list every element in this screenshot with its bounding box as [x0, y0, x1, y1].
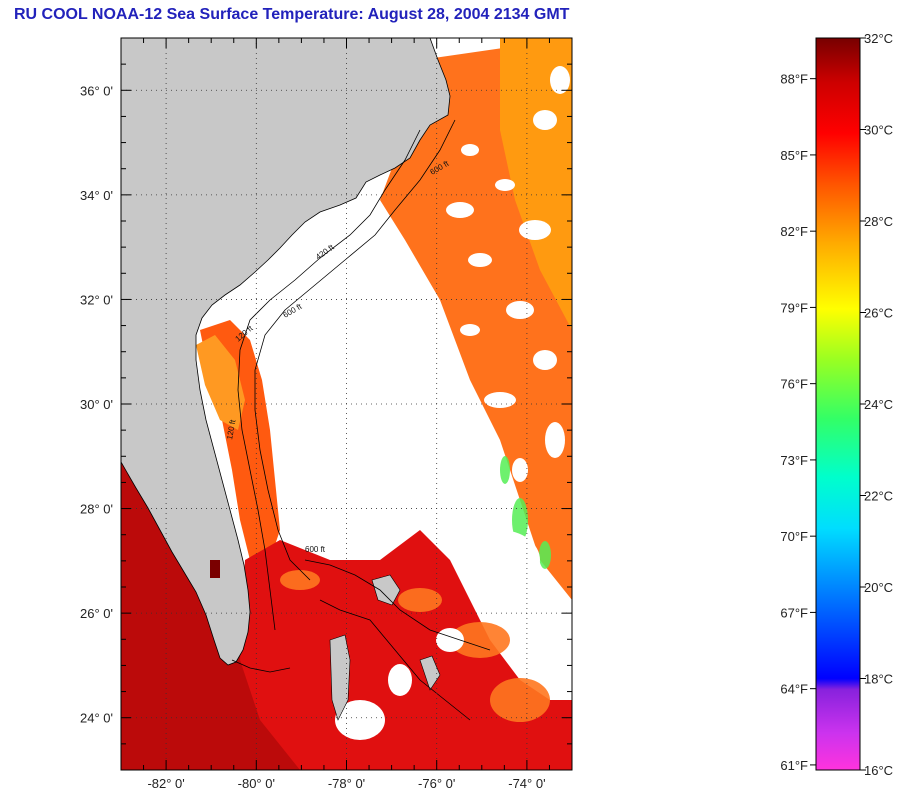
- lon-tick-label: -76° 0': [418, 776, 455, 791]
- lat-tick-label: 32° 0': [80, 292, 113, 307]
- lat-tick-label: 28° 0': [80, 502, 113, 517]
- colorbar-f-label: 61°F: [780, 758, 808, 773]
- colorbar-fahrenheit-labels: 88°F 85°F 82°F 79°F 76°F 73°F 70°F 67°F 64°F 61°F: [780, 72, 816, 773]
- colorbar-f-label: 85°F: [780, 148, 808, 163]
- sst-northeast-orange: [500, 38, 572, 330]
- bahamas-islands: [329, 574, 441, 721]
- lat-tick-label: 30° 0': [80, 397, 113, 412]
- lon-tick-label: -78° 0': [328, 776, 365, 791]
- lat-tick-label: 36° 0': [80, 83, 113, 98]
- lake-okeechobee-sst: [210, 560, 220, 578]
- lat-tick-label: 26° 0': [80, 606, 113, 621]
- lat-tick-label: 24° 0': [80, 711, 113, 726]
- sst-cool-fringe: [500, 456, 551, 569]
- contour-label: 600 ft: [305, 545, 326, 554]
- colorbar-f-label: 88°F: [780, 72, 808, 87]
- lon-tick-label: -74° 0': [508, 776, 545, 791]
- colorbar-c-label: 32°C: [864, 31, 893, 46]
- colorbar-c-label: 26°C: [864, 306, 893, 321]
- sst-bahamas-orange: [280, 570, 550, 722]
- colorbar-f-label: 64°F: [780, 682, 808, 697]
- colorbar-f-label: 73°F: [780, 453, 808, 468]
- colorbar-c-label: 30°C: [864, 123, 893, 138]
- bathymetry-contours: [237, 119, 491, 721]
- colorbar-f-label: 76°F: [780, 377, 808, 392]
- lat-tick-label: 34° 0': [80, 188, 113, 203]
- colorbar-c-label: 20°C: [864, 580, 893, 595]
- map-grid: [121, 38, 572, 770]
- colorbar-c-label: 18°C: [864, 672, 893, 687]
- land-southeast-us: [121, 38, 451, 666]
- colorbar-f-label: 79°F: [780, 300, 808, 315]
- colorbar-f-label: 67°F: [780, 605, 808, 620]
- lon-tick-label: -80° 0': [238, 776, 275, 791]
- colorbar-c-label: 28°C: [864, 214, 893, 229]
- cloud-patches: [446, 66, 570, 482]
- colorbar-f-label: 70°F: [780, 529, 808, 544]
- colorbar-c-label: 22°C: [864, 489, 893, 504]
- colorbar-c-label: 24°C: [864, 397, 893, 412]
- contour-label: 120 ft: [225, 418, 237, 440]
- colorbar-c-label: 16°C: [864, 763, 893, 778]
- latitude-axis: 36° 0' 34° 0' 32° 0' 30° 0' 28° 0' 26° 0' 24° …: [80, 37, 572, 771]
- sst-north-florida-orange: [196, 335, 245, 430]
- sst-florida-straits: [240, 530, 572, 770]
- colorbar-f-label: 82°F: [780, 224, 808, 239]
- lon-tick-label: -82° 0': [147, 776, 184, 791]
- colorbar-celsius-labels: 32°C 30°C 28°C 26°C 24°C 22°C 20°C 18°C 16°C: [860, 31, 893, 778]
- longitude-axis: -82° 0' -80° 0' -78° 0' -76° 0' -74° 0': [120, 38, 573, 791]
- florida-keys: [231, 659, 291, 673]
- map-title: RU COOL NOAA-12 Sea Surface Temperature:…: [14, 6, 570, 23]
- colorbar: [815, 37, 861, 771]
